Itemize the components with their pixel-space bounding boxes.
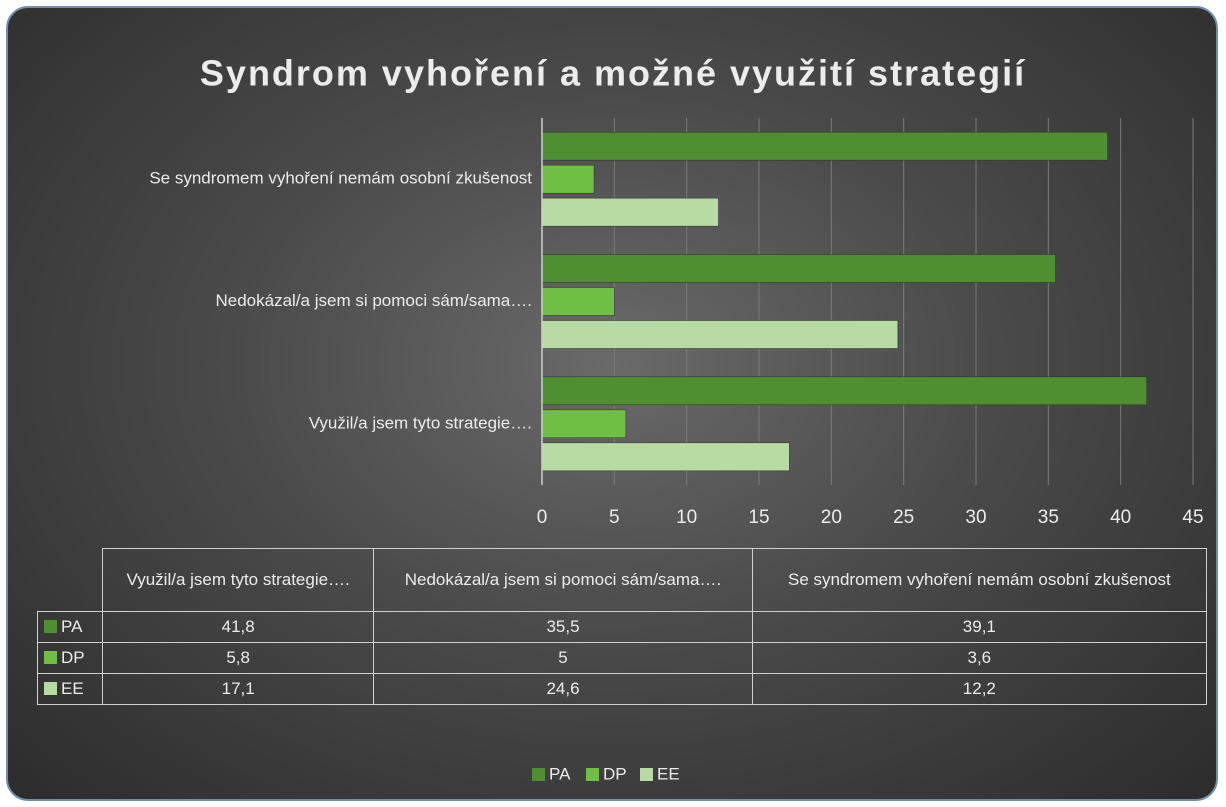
bar	[541, 409, 627, 439]
x-tick-label: 10	[676, 507, 697, 528]
x-tick-label: 20	[821, 507, 842, 528]
bar	[541, 376, 1147, 406]
table-header: Nedokázal/a jsem si pomoci sám/sama….	[373, 548, 753, 612]
category-label: Se syndromem vyhoření nemám osobní zkuše…	[149, 169, 532, 188]
legend-swatch	[586, 768, 599, 781]
table-value: 3,6	[751, 642, 1208, 674]
table-value: 39,1	[751, 611, 1208, 643]
bar	[541, 131, 1108, 161]
legend-label: PA	[549, 764, 571, 783]
table-header: Využil/a jsem tyto strategie….	[101, 548, 375, 612]
table-row: EE 17,1 24,6 12,2	[37, 673, 1208, 705]
x-tick-label: 45	[1182, 507, 1203, 528]
bar	[541, 320, 899, 349]
table-series: PA	[37, 611, 103, 643]
bar	[541, 442, 790, 472]
table-value: 12,2	[751, 673, 1208, 705]
x-tick-label: 5	[609, 507, 620, 528]
table-header-row: Využil/a jsem tyto strategie…. Nedokázal/…	[37, 548, 1208, 612]
legend-swatch	[44, 651, 57, 664]
bar	[541, 197, 719, 227]
table-value: 35,5	[373, 611, 753, 643]
table-corner	[37, 548, 103, 612]
x-tick-label: 0	[537, 507, 548, 528]
legend-swatch	[44, 620, 57, 633]
table-value: 5,8	[101, 642, 375, 674]
series-name: PA	[61, 617, 83, 636]
table-value: 41,8	[101, 611, 375, 643]
series-name: EE	[61, 679, 84, 698]
table-value: 5	[373, 642, 753, 674]
series-name: DP	[61, 648, 85, 667]
table-value: 17,1	[101, 673, 375, 705]
legend-swatch	[640, 768, 653, 781]
table-series: EE	[37, 673, 103, 705]
x-tick-label: 30	[965, 507, 986, 528]
bar	[541, 287, 615, 316]
x-tick-label: 40	[1110, 507, 1131, 528]
table-value: 24,6	[373, 673, 753, 705]
legend-label: DP	[603, 764, 627, 783]
x-tick-label: 35	[1038, 507, 1059, 528]
category-label: Využil/a jsem tyto strategie….	[309, 413, 532, 432]
legend-label: EE	[657, 764, 680, 783]
legend-swatch	[44, 682, 57, 695]
table-row: DP 5,8 5 3,6	[37, 642, 1208, 674]
category-label: Nedokázal/a jsem si pomoci sám/sama….	[215, 291, 532, 310]
chart-title: Syndrom vyhoření a možné využití strateg…	[200, 53, 1026, 94]
table-header: Se syndromem vyhoření nemám osobní zkuše…	[751, 548, 1208, 612]
bar	[541, 254, 1056, 283]
x-tick-label: 15	[748, 507, 769, 528]
data-table: Využil/a jsem tyto strategie…. Nedokázal/…	[37, 548, 1208, 705]
table-row: PA 41,8 35,5 39,1	[37, 611, 1208, 643]
table-series: DP	[37, 642, 103, 674]
legend-swatch	[532, 768, 545, 781]
bar	[541, 164, 595, 194]
x-tick-label: 25	[893, 507, 914, 528]
